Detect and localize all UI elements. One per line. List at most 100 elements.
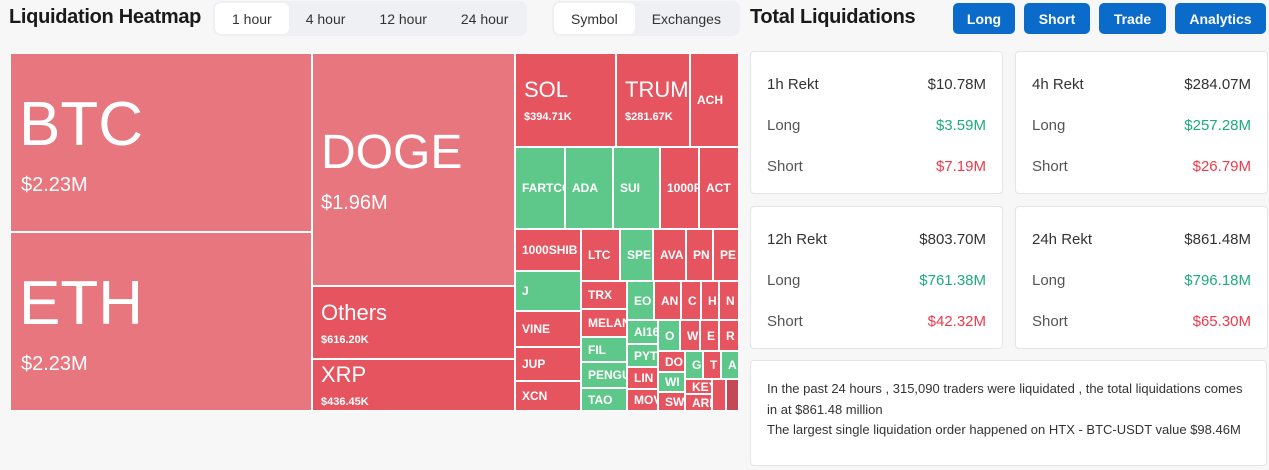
treemap-cell-ada[interactable]: ADA [565,147,613,229]
treemap-cell-pengu[interactable]: PENGU [581,362,627,388]
treemap-cell-lin[interactable]: LIN [627,367,658,389]
time-range-tabs: 1 hour 4 hour 12 hour 24 hour [213,1,528,36]
heatmap-title: Liquidation Heatmap [9,6,202,28]
tab-24-hour[interactable]: 24 hour [460,10,509,27]
summary-box: In the past 24 hours , 315,090 traders w… [750,360,1267,466]
treemap-cell-do[interactable]: DO [658,351,685,372]
rekt-card: 24h Rekt $861.48M Long $796.18M Short $65.3… [1015,206,1268,349]
cell-symbol: O [665,328,675,343]
cell-value: $281.67K [625,111,673,123]
treemap-cell-doge[interactable]: DOGE $1.96M [312,53,515,286]
cell-symbol: Others [321,299,388,325]
cell-symbol: 1000F [667,181,699,195]
cell-symbol: PN [693,248,710,262]
treemap-cell-w[interactable]: W [680,320,700,351]
summary-largest-order: The largest single liquidation order hap… [767,422,1241,437]
treemap-cell-key[interactable]: KEY [685,379,712,394]
treemap-cell-others[interactable]: Others $616.20K [312,286,515,359]
treemap-cell-melan[interactable]: MELAN [581,309,627,337]
treemap-cell-xrp[interactable]: XRP $436.45K [312,359,515,411]
rekt-card: 1h Rekt $10.78M Long $3.59M Short $7.19M [750,51,1003,194]
treemap-cell-pn[interactable]: PN [686,229,713,281]
long-label: Long [1032,272,1066,289]
short-button[interactable]: Short [1024,3,1090,34]
treemap-cell-pe[interactable]: PE [713,229,739,281]
treemap-cell-trumi[interactable]: TRUMI $281.67K [616,53,690,147]
cell-symbol: PE [720,248,737,262]
treemap-cell-1000shib[interactable]: 1000SHIB [515,229,581,271]
treemap-cell-spe[interactable]: SPE [620,229,653,281]
cell-symbol: AN [661,293,679,308]
treemap-cell-sui[interactable]: SUI [613,147,660,229]
treemap-cell-o[interactable]: O [658,320,680,351]
tab-12-hour[interactable]: 12 hour [379,10,427,27]
treemap-cell-trx[interactable]: TRX [581,281,627,309]
treemap-cell-a[interactable]: A [721,351,739,379]
treemap-cell-pyt[interactable]: PYT [627,344,658,367]
short-label: Short [1032,313,1068,330]
cell-symbol: A [728,358,737,372]
treemap-cell-jup[interactable]: JUP [515,347,581,381]
cell-symbol: JUP [522,357,546,371]
cell-symbol: XCN [522,389,548,403]
treemap-cell-act[interactable]: ACT [699,147,739,229]
treemap-cell-eth[interactable]: ETH $2.23M [10,232,312,411]
treemap-cell-j[interactable]: J [515,271,581,311]
tab-exchanges[interactable]: Exchanges [651,10,721,27]
long-button[interactable]: Long [953,3,1015,34]
treemap-cell-ltc[interactable]: LTC [581,229,620,281]
long-value: $761.38M [919,272,986,289]
treemap-cell-sw[interactable]: SW [658,392,685,411]
treemap-cell-btc[interactable]: BTC $2.23M [10,53,312,232]
tab-4-hour[interactable]: 4 hour [305,10,346,27]
treemap-cell-unnamed[interactable] [726,379,739,411]
treemap-cell-unnamed[interactable] [712,379,726,411]
treemap-cell-n[interactable]: N [719,281,739,320]
cell-symbol: FARTCO [522,181,564,195]
treemap-cell-eo[interactable]: EO [627,281,654,320]
short-value: $42.32M [927,313,986,330]
treemap-cell-sol[interactable]: SOL $394.71K [515,53,616,147]
treemap-cell-ai16[interactable]: AI16 [627,320,658,344]
long-value: $257.28M [1184,117,1251,134]
analytics-button[interactable]: Analytics [1175,3,1266,34]
treemap-cell-ari[interactable]: ARI [685,394,712,411]
treemap-cell-h[interactable]: H [701,281,719,320]
card-label: 1h Rekt [767,76,819,93]
tab-1-hour[interactable]: 1 hour [215,3,289,34]
card-total: $861.48M [1184,231,1251,248]
treemap-cell-c[interactable]: C [681,281,701,320]
treemap-cell-ava[interactable]: AVA [653,229,686,281]
cell-symbol: TRX [588,288,612,302]
treemap-cell-mov[interactable]: MOV [627,389,658,411]
treemap-cell-g[interactable]: G [685,351,703,379]
treemap-cell-tao[interactable]: TAO [581,388,627,411]
treemap-cell-vine[interactable]: VINE [515,311,581,347]
treemap-cell-wi[interactable]: WI [658,372,685,392]
long-value: $796.18M [1184,272,1251,289]
treemap-cell-xcn[interactable]: XCN [515,381,581,411]
cell-symbol: G [692,358,702,372]
cell-value: $1.96M [321,191,388,214]
cell-symbol: ETH [19,268,143,338]
treemap-cell-t[interactable]: T [703,351,721,379]
short-label: Short [1032,158,1068,175]
treemap-cell-fartco[interactable]: FARTCO [515,147,565,229]
cell-symbol: J [522,284,529,298]
trade-button[interactable]: Trade [1099,3,1166,34]
treemap-cell-an[interactable]: AN [654,281,681,320]
card-label: 4h Rekt [1032,76,1084,93]
treemap-cell-e[interactable]: E [700,320,719,351]
cell-symbol: TRUMI [625,77,690,102]
cell-value: $436.45K [321,396,369,408]
summary-traders: In the past 24 hours , 315,090 traders w… [767,381,1243,417]
cell-symbol: MELAN [588,316,627,330]
treemap-cell-1000f[interactable]: 1000F [660,147,699,229]
treemap-cell-r[interactable]: R [719,320,739,351]
treemap-cell-ach[interactable]: ACH [690,53,739,147]
tab-symbol[interactable]: Symbol [554,3,635,34]
cell-symbol: R [726,328,735,343]
cell-symbol: T [710,358,718,372]
treemap-cell-fil[interactable]: FIL [581,337,627,362]
cell-symbol: ACH [697,93,723,107]
